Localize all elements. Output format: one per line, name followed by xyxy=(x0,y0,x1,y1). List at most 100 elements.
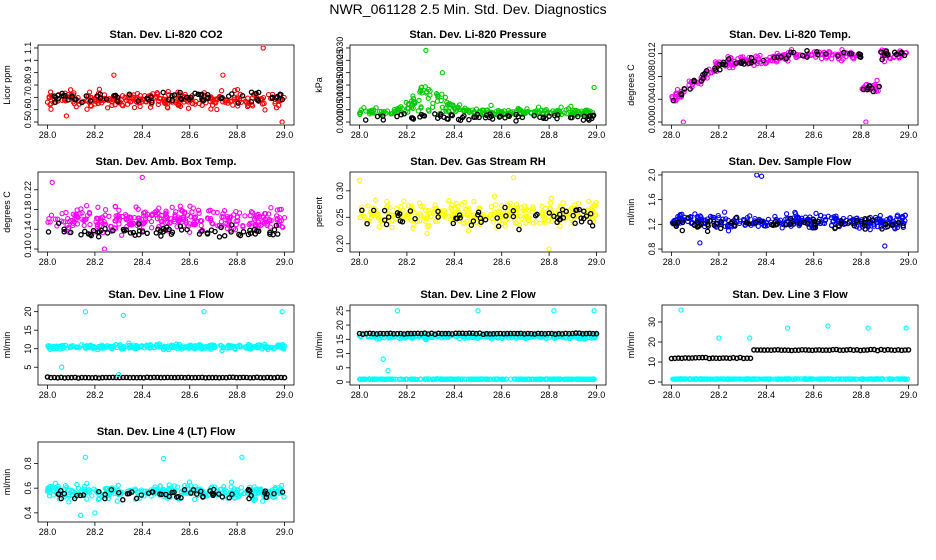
data-point xyxy=(261,375,267,381)
data-point xyxy=(88,94,94,101)
data-point xyxy=(85,343,91,349)
data-point xyxy=(733,214,740,221)
data-point xyxy=(670,220,677,227)
data-point xyxy=(216,234,223,240)
data-point xyxy=(200,97,207,104)
x-tick-label: 28.8 xyxy=(852,257,870,267)
data-point xyxy=(675,355,682,361)
data-point xyxy=(768,347,774,354)
x-tick-label: 29.0 xyxy=(276,257,294,267)
data-point xyxy=(870,88,877,95)
data-point xyxy=(95,233,102,240)
data-point xyxy=(751,58,757,65)
data-point xyxy=(59,364,65,370)
chart-svg: Stan. Dev. Line 1 Flow 28.0 28.2 28.4 28.6 28… xyxy=(2,289,295,400)
data-point xyxy=(694,224,701,230)
data-point xyxy=(84,106,90,112)
data-point xyxy=(114,344,120,351)
data-point xyxy=(507,330,514,337)
data-point xyxy=(68,229,74,236)
data-point xyxy=(835,53,841,59)
data-point xyxy=(581,215,587,222)
data-point xyxy=(825,323,831,329)
data-point xyxy=(521,207,527,214)
data-point xyxy=(247,227,253,234)
data-point xyxy=(759,376,766,382)
data-point xyxy=(386,211,393,217)
x-tick-label: 28.0 xyxy=(351,257,369,267)
data-point xyxy=(46,94,52,100)
data-point xyxy=(160,89,166,96)
data-point xyxy=(210,486,217,493)
data-point xyxy=(425,333,431,340)
data-point xyxy=(92,510,98,516)
data-point xyxy=(141,220,147,226)
data-point xyxy=(867,226,873,233)
data-point xyxy=(114,498,120,504)
y-tick-label: 0.25 xyxy=(335,209,345,227)
x-tick-label: 28.8 xyxy=(228,130,246,140)
chart-panel-9: Stan. Dev. Line 3 Flow 28.0 28.2 28.4 28.6 28… xyxy=(624,288,936,423)
data-point xyxy=(681,376,687,382)
data-point xyxy=(725,224,731,230)
data-point xyxy=(554,219,560,226)
x-tick-label: 28.8 xyxy=(540,130,558,140)
data-point xyxy=(854,376,860,382)
data-point xyxy=(589,223,596,229)
data-point xyxy=(81,222,87,229)
data-point xyxy=(207,95,214,101)
chart-title: Stan. Dev. Li-820 Temp. xyxy=(729,29,851,41)
data-point xyxy=(163,208,169,214)
data-point xyxy=(882,221,889,228)
data-point xyxy=(898,376,904,382)
data-point xyxy=(234,86,241,93)
data-point xyxy=(698,81,704,87)
data-point xyxy=(58,495,64,502)
data-point xyxy=(161,374,168,381)
data-point xyxy=(133,374,140,381)
data-point xyxy=(558,104,564,110)
data-point xyxy=(158,96,164,102)
data-point xyxy=(845,376,851,382)
data-point xyxy=(696,354,702,361)
data-point xyxy=(410,93,416,99)
data-point xyxy=(687,86,693,92)
data-point xyxy=(97,223,103,229)
data-point xyxy=(140,375,147,381)
data-point xyxy=(136,221,142,227)
data-point xyxy=(212,99,218,105)
x-tick-label: 28.6 xyxy=(181,130,199,140)
data-point xyxy=(103,486,109,492)
data-point xyxy=(449,202,455,208)
data-point xyxy=(156,342,163,349)
data-point xyxy=(721,209,728,215)
data-point xyxy=(93,219,99,225)
data-point xyxy=(84,203,90,209)
data-point xyxy=(551,112,558,119)
data-point xyxy=(196,231,203,237)
data-point xyxy=(490,219,496,225)
data-point xyxy=(493,376,500,382)
data-point xyxy=(220,72,226,78)
data-point xyxy=(216,491,222,497)
data-point xyxy=(119,232,125,238)
data-point xyxy=(171,92,178,98)
data-point xyxy=(435,214,441,220)
data-point xyxy=(697,213,703,219)
chart-title: Stan. Dev. Amb. Box Temp. xyxy=(96,156,237,168)
data-point xyxy=(262,211,269,217)
data-point xyxy=(145,96,151,103)
data-point xyxy=(374,113,381,120)
data-point xyxy=(547,200,554,206)
x-tick-label: 28.2 xyxy=(710,130,728,140)
data-point xyxy=(177,344,183,350)
data-point xyxy=(265,91,272,98)
data-point xyxy=(670,97,677,104)
data-point xyxy=(175,493,181,500)
x-tick-label: 29.0 xyxy=(276,390,294,400)
chart-title: Stan. Dev. Li-820 Pressure xyxy=(409,29,546,41)
data-point xyxy=(267,224,273,230)
data-point xyxy=(408,115,415,121)
data-point xyxy=(247,230,254,236)
y-axis-label: ml/min xyxy=(314,332,324,359)
